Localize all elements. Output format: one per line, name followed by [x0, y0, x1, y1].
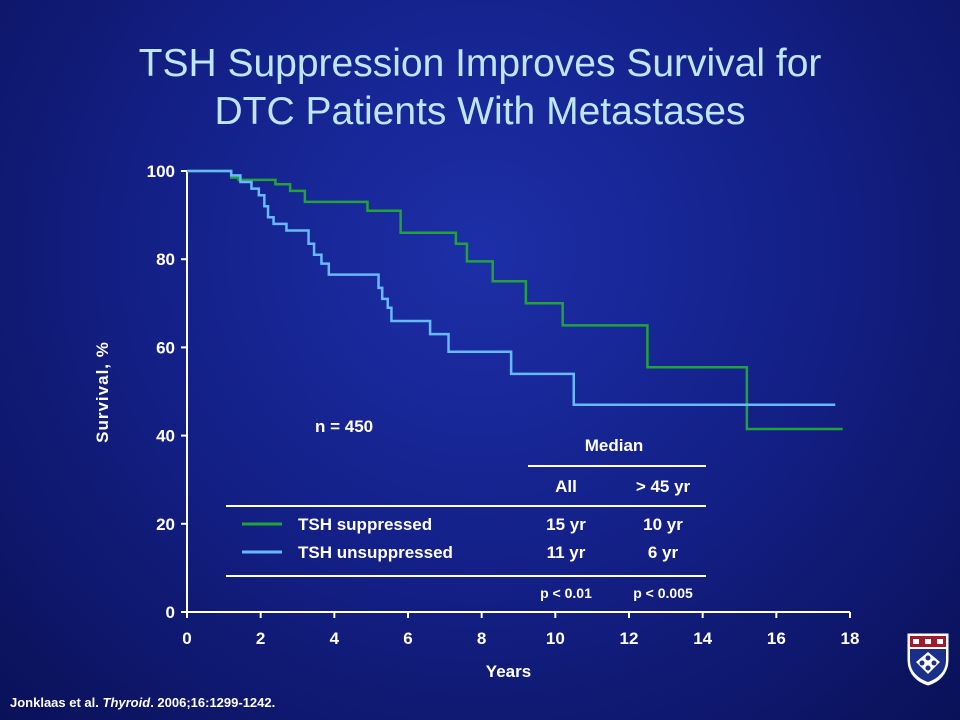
n-label: n = 450 [315, 417, 373, 436]
x-tick-label: 0 [182, 629, 191, 648]
legend-label-unsuppressed: TSH unsuppressed [298, 543, 453, 562]
x-axis-label: Years [486, 662, 531, 681]
chart-axes: 0 2 4 6 8 10 12 14 16 18 0 20 40 60 80 100 Years Survival… [93, 162, 859, 681]
y-tick-label: 80 [156, 250, 175, 269]
citation-authors: Jonklaas et al. [10, 695, 99, 710]
x-tick-label: 16 [767, 629, 786, 648]
unsuppressed-median-older: 6 yr [648, 543, 679, 562]
curve-tsh-unsuppressed [187, 169, 836, 406]
title-line-2: DTC Patients With Metastases [214, 90, 746, 133]
suppressed-median-older: 10 yr [643, 515, 683, 534]
col-older-header: > 45 yr [636, 477, 691, 496]
col-all-header: All [555, 477, 577, 496]
x-tick-label: 8 [477, 629, 486, 648]
x-tick-label: 10 [546, 629, 565, 648]
x-tick-label: 2 [256, 629, 265, 648]
x-tick-label: 18 [841, 629, 860, 648]
curve-tsh-suppressed [187, 169, 843, 431]
x-tick-label: 6 [403, 629, 412, 648]
university-shield-logo [907, 633, 949, 686]
median-table: n = 450 Median All > 45 yr TSH suppresse… [226, 417, 706, 601]
y-axis-label: Survival, % [93, 341, 112, 443]
slide-title: TSH Suppression Improves Survival for DT… [0, 40, 960, 136]
x-tick-label: 4 [330, 629, 340, 648]
legend-label-suppressed: TSH suppressed [298, 515, 432, 534]
y-tick-label: 60 [156, 338, 175, 357]
title-line-1: TSH Suppression Improves Survival for [138, 42, 822, 85]
p-value-all: p < 0.01 [540, 585, 592, 601]
citation-details: . 2006;16:1299-1242. [150, 695, 276, 710]
citation-journal: Thyroid [102, 695, 151, 710]
p-value-older: p < 0.005 [633, 585, 693, 601]
y-tick-label: 0 [166, 603, 175, 622]
suppressed-median-all: 15 yr [546, 515, 586, 534]
x-tick-label: 14 [693, 629, 712, 648]
y-tick-label: 100 [147, 162, 175, 181]
y-tick-label: 20 [156, 515, 175, 534]
x-tick-label: 12 [620, 629, 639, 648]
chart-curves [187, 169, 843, 431]
y-tick-label: 40 [156, 427, 175, 446]
median-header: Median [585, 436, 644, 455]
unsuppressed-median-all: 11 yr [547, 543, 586, 562]
citation: Jonklaas et al. Thyroid. 2006;16:1299-12… [10, 695, 275, 710]
